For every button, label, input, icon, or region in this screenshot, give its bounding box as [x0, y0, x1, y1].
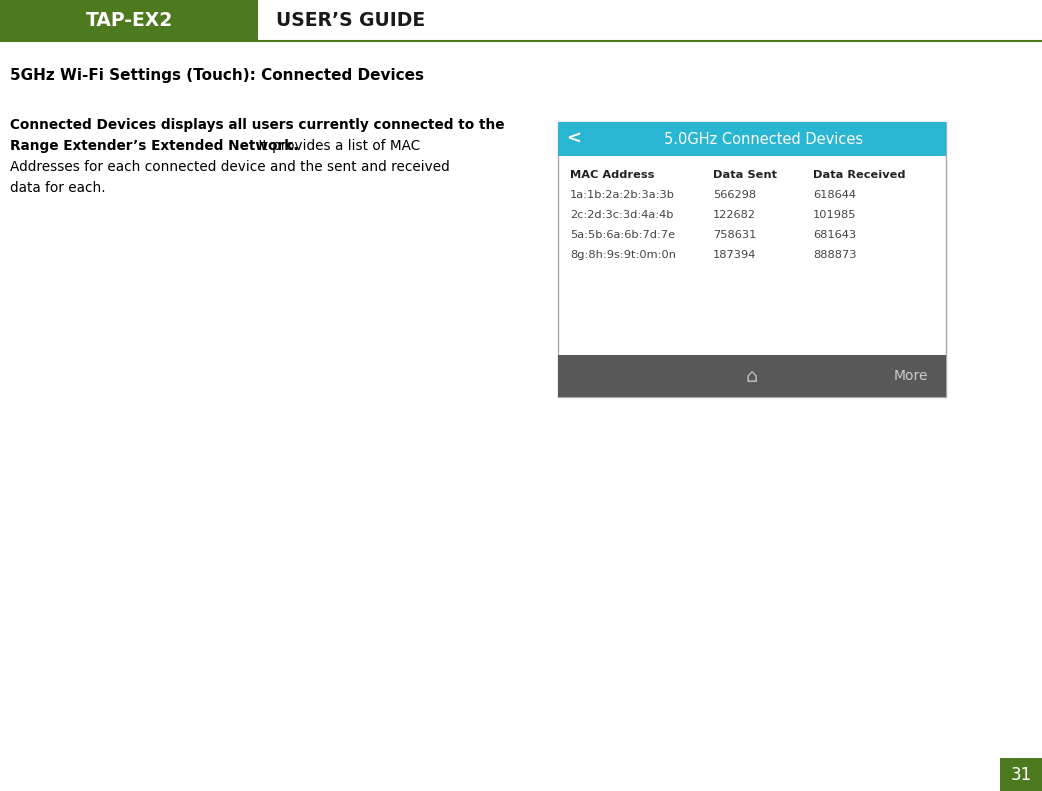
- Text: It provides a list of MAC: It provides a list of MAC: [254, 139, 420, 153]
- Text: 5GHz Wi-Fi Settings (Touch): Connected Devices: 5GHz Wi-Fi Settings (Touch): Connected D…: [10, 68, 424, 83]
- FancyBboxPatch shape: [0, 0, 258, 40]
- Text: data for each.: data for each.: [10, 181, 105, 195]
- Text: 1a:1b:2a:2b:3a:3b: 1a:1b:2a:2b:3a:3b: [570, 190, 675, 200]
- Text: 122682: 122682: [713, 210, 756, 220]
- Text: <: <: [567, 130, 581, 148]
- Text: 31: 31: [1011, 766, 1032, 784]
- Text: 5a:5b:6a:6b:7d:7e: 5a:5b:6a:6b:7d:7e: [570, 230, 675, 240]
- Text: 758631: 758631: [713, 230, 756, 240]
- Text: 8g:8h:9s:9t:0m:0n: 8g:8h:9s:9t:0m:0n: [570, 250, 676, 260]
- Text: TAP-EX2: TAP-EX2: [85, 10, 173, 29]
- Text: More: More: [893, 369, 928, 383]
- Text: 566298: 566298: [713, 190, 756, 200]
- Text: USER’S GUIDE: USER’S GUIDE: [276, 10, 425, 29]
- Text: ⌂: ⌂: [746, 366, 759, 385]
- FancyBboxPatch shape: [559, 122, 946, 397]
- Text: 2c:2d:3c:3d:4a:4b: 2c:2d:3c:3d:4a:4b: [570, 210, 673, 220]
- Text: Connected Devices displays all users currently connected to the: Connected Devices displays all users cur…: [10, 118, 504, 132]
- Text: 618644: 618644: [813, 190, 855, 200]
- Text: Addresses for each connected device and the sent and received: Addresses for each connected device and …: [10, 160, 450, 174]
- FancyBboxPatch shape: [559, 122, 946, 156]
- Text: 101985: 101985: [813, 210, 857, 220]
- Text: 888873: 888873: [813, 250, 857, 260]
- Text: 681643: 681643: [813, 230, 857, 240]
- FancyBboxPatch shape: [559, 355, 946, 397]
- FancyBboxPatch shape: [1000, 758, 1042, 791]
- Text: MAC Address: MAC Address: [570, 170, 654, 180]
- Text: 187394: 187394: [713, 250, 756, 260]
- Text: Range Extender’s Extended Network.: Range Extender’s Extended Network.: [10, 139, 298, 153]
- Text: Data Received: Data Received: [813, 170, 905, 180]
- Text: Data Sent: Data Sent: [713, 170, 777, 180]
- Text: 5.0GHz Connected Devices: 5.0GHz Connected Devices: [665, 131, 864, 146]
